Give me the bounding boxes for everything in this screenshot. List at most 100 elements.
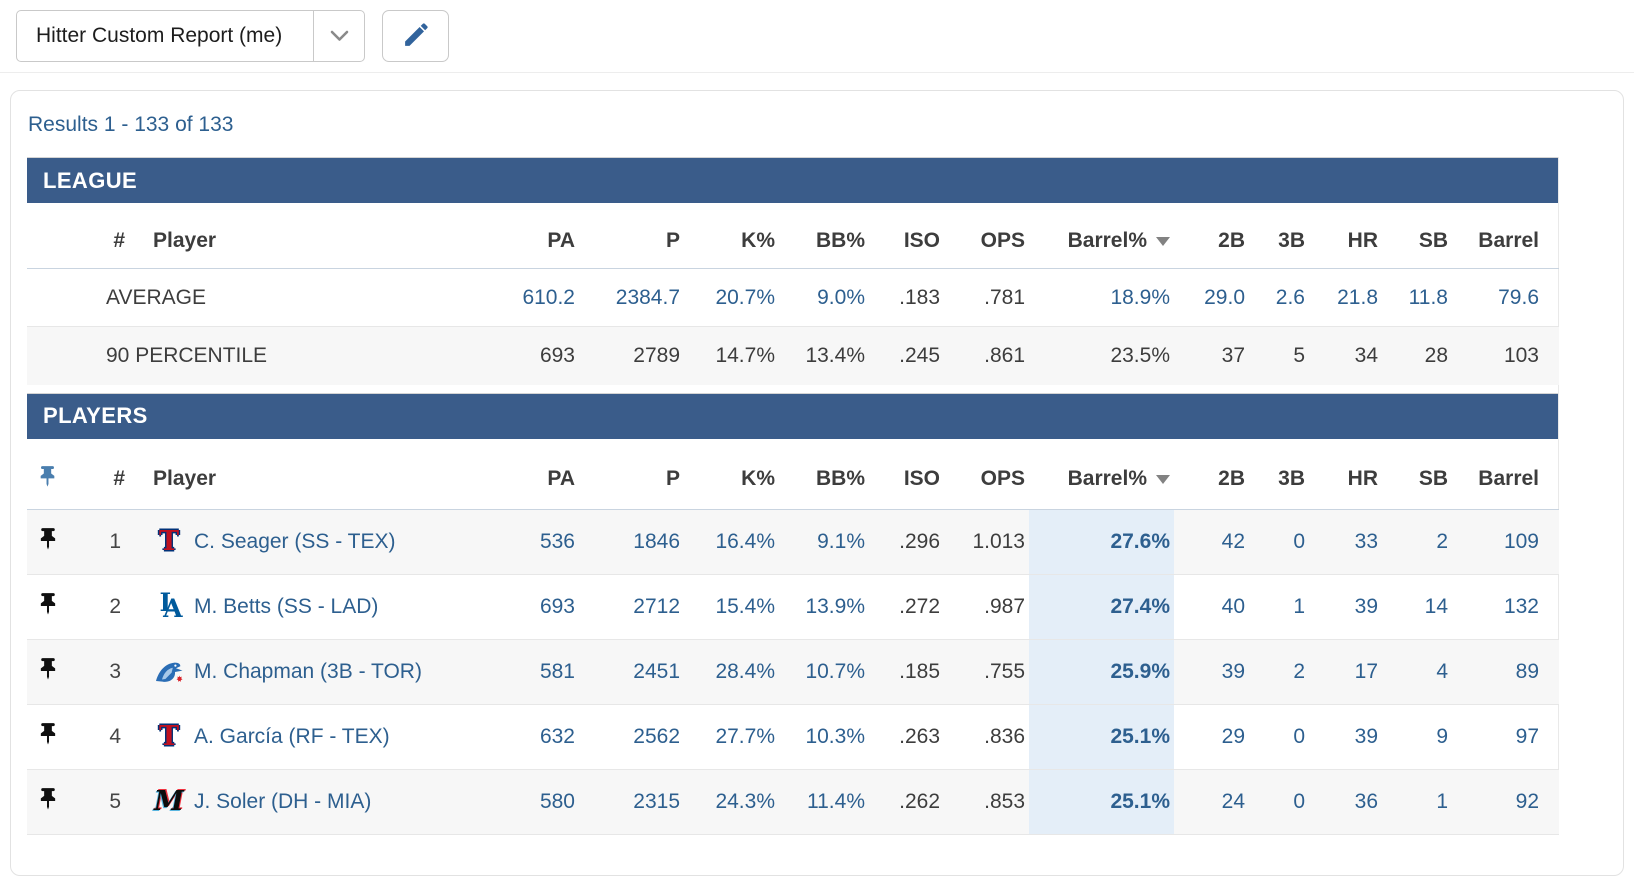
player-rank: 3 [109, 659, 121, 683]
player-row-1: 1 T C. Seager (SS - TEX) 536 1846 16.4% … [27, 509, 1559, 574]
players-section-title: PLAYERS [43, 403, 148, 428]
stat-p: 2384.7 [615, 285, 680, 309]
player-link[interactable]: J. Soler (DH - MIA) [194, 789, 372, 813]
column-header-p[interactable]: P [579, 203, 684, 269]
column-header-player[interactable]: Player [129, 203, 459, 269]
column-header-rank[interactable]: # [67, 438, 129, 510]
player-rank: 5 [109, 789, 121, 813]
players-section-header: PLAYERS [27, 392, 1558, 439]
stat-pa: 632 [539, 724, 575, 748]
league-average-row: AVERAGE 610.2 2384.7 20.7% 9.0% .183 .78… [27, 269, 1559, 327]
column-header-iso[interactable]: ISO [869, 203, 944, 269]
stat-ops: .755 [984, 659, 1025, 683]
stat-bbpct: 11.4% [807, 789, 865, 813]
stat-2b: 37 [1221, 343, 1245, 367]
player-rank: 1 [109, 529, 121, 553]
column-header-barrel[interactable]: Barrel [1452, 438, 1559, 510]
stat-barrel: 97 [1515, 724, 1539, 748]
column-header-kpct[interactable]: K% [684, 203, 779, 269]
report-select-value[interactable]: Hitter Custom Report (me) [36, 24, 283, 47]
stat-kpct: 14.7% [715, 343, 775, 367]
column-header-2b[interactable]: 2B [1174, 203, 1249, 269]
stat-barrelpct: 18.9% [1110, 285, 1170, 309]
stat-p: 2315 [633, 789, 680, 813]
stat-3b: 2.6 [1275, 285, 1305, 309]
column-header-player[interactable]: Player [129, 438, 459, 510]
column-header-ops[interactable]: OPS [944, 203, 1029, 269]
stat-barrel: 79.6 [1498, 285, 1539, 309]
pin-icon [37, 722, 59, 751]
pin-column-header[interactable] [27, 438, 67, 510]
stat-kpct: 27.7% [715, 724, 775, 748]
column-header-bbpct[interactable]: BB% [779, 438, 869, 510]
stat-ops: .861 [984, 343, 1025, 367]
stat-barrelpct: 27.6% [1029, 509, 1174, 574]
stat-bbpct: 13.4% [805, 343, 865, 367]
player-row-4: 4 T A. García (RF - TEX) 632 2562 27.7% … [27, 704, 1559, 769]
stat-ops: .781 [984, 285, 1025, 309]
stat-sb: 1 [1436, 789, 1448, 813]
stat-2b: 24 [1221, 789, 1245, 813]
stat-barrelpct: 23.5% [1110, 343, 1170, 367]
column-header-bbpct[interactable]: BB% [779, 203, 869, 269]
player-link[interactable]: M. Betts (SS - LAD) [194, 594, 379, 618]
league-table: # Player PA P K% BB% ISO OPS Barrel% 2B [27, 203, 1559, 385]
stat-barrel: 132 [1503, 594, 1539, 618]
chevron-down-icon[interactable] [313, 11, 364, 61]
column-header-pa[interactable]: PA [459, 203, 579, 269]
stat-iso: .262 [899, 789, 940, 813]
stat-hr: 36 [1354, 789, 1378, 813]
stat-pa: 610.2 [522, 285, 575, 309]
toolbar: Hitter Custom Report (me) [0, 0, 1634, 73]
column-header-pa[interactable]: PA [459, 438, 579, 510]
pin-cell[interactable] [27, 639, 67, 704]
stat-iso: .296 [899, 529, 940, 553]
column-header-barrelpct[interactable]: Barrel% [1029, 203, 1174, 269]
stat-bbpct: 9.0% [817, 285, 865, 309]
pin-cell[interactable] [27, 509, 67, 574]
column-header-hr[interactable]: HR [1309, 203, 1382, 269]
pin-icon [37, 787, 59, 816]
player-link[interactable]: C. Seager (SS - TEX) [194, 529, 396, 553]
edit-report-button[interactable] [382, 10, 449, 62]
column-header-sb[interactable]: SB [1382, 203, 1452, 269]
stat-3b: 0 [1293, 789, 1305, 813]
column-header-3b[interactable]: 3B [1249, 203, 1309, 269]
stat-2b: 42 [1221, 529, 1245, 553]
column-header-barrelpct[interactable]: Barrel% [1029, 438, 1174, 510]
players-table: # Player PA P K% BB% ISO OPS Barrel% 2B [27, 438, 1559, 835]
pin-cell[interactable] [27, 574, 67, 639]
player-rank: 4 [109, 724, 121, 748]
player-link[interactable]: A. García (RF - TEX) [194, 724, 390, 748]
stat-iso: .263 [899, 724, 940, 748]
stat-pa: 536 [539, 529, 575, 553]
column-header-2b[interactable]: 2B [1174, 438, 1249, 510]
column-header-sb[interactable]: SB [1382, 438, 1452, 510]
column-header-3b[interactable]: 3B [1249, 438, 1309, 510]
column-header-kpct[interactable]: K% [684, 438, 779, 510]
stat-barrel: 89 [1515, 659, 1539, 683]
column-header-barrel[interactable]: Barrel [1452, 203, 1559, 269]
column-header-ops[interactable]: OPS [944, 438, 1029, 510]
stat-barrelpct: 25.1% [1029, 704, 1174, 769]
report-select[interactable]: Hitter Custom Report (me) [16, 10, 365, 62]
stat-bbpct: 10.7% [805, 659, 865, 683]
column-header-iso[interactable]: ISO [869, 438, 944, 510]
stat-sb: 11.8 [1408, 285, 1448, 309]
player-link[interactable]: M. Chapman (3B - TOR) [194, 659, 422, 683]
pin-cell[interactable] [27, 704, 67, 769]
stat-3b: 5 [1293, 343, 1305, 367]
column-header-hr[interactable]: HR [1309, 438, 1382, 510]
stat-barrelpct: 27.4% [1029, 574, 1174, 639]
pin-cell[interactable] [27, 769, 67, 834]
column-header-rank[interactable]: # [67, 203, 129, 269]
stat-3b: 1 [1293, 594, 1305, 618]
stat-3b: 0 [1293, 529, 1305, 553]
league-header-row: # Player PA P K% BB% ISO OPS Barrel% 2B [27, 203, 1559, 269]
stat-hr: 39 [1354, 724, 1378, 748]
row-label: AVERAGE [106, 285, 206, 309]
stat-2b: 40 [1221, 594, 1245, 618]
column-header-p[interactable]: P [579, 438, 684, 510]
